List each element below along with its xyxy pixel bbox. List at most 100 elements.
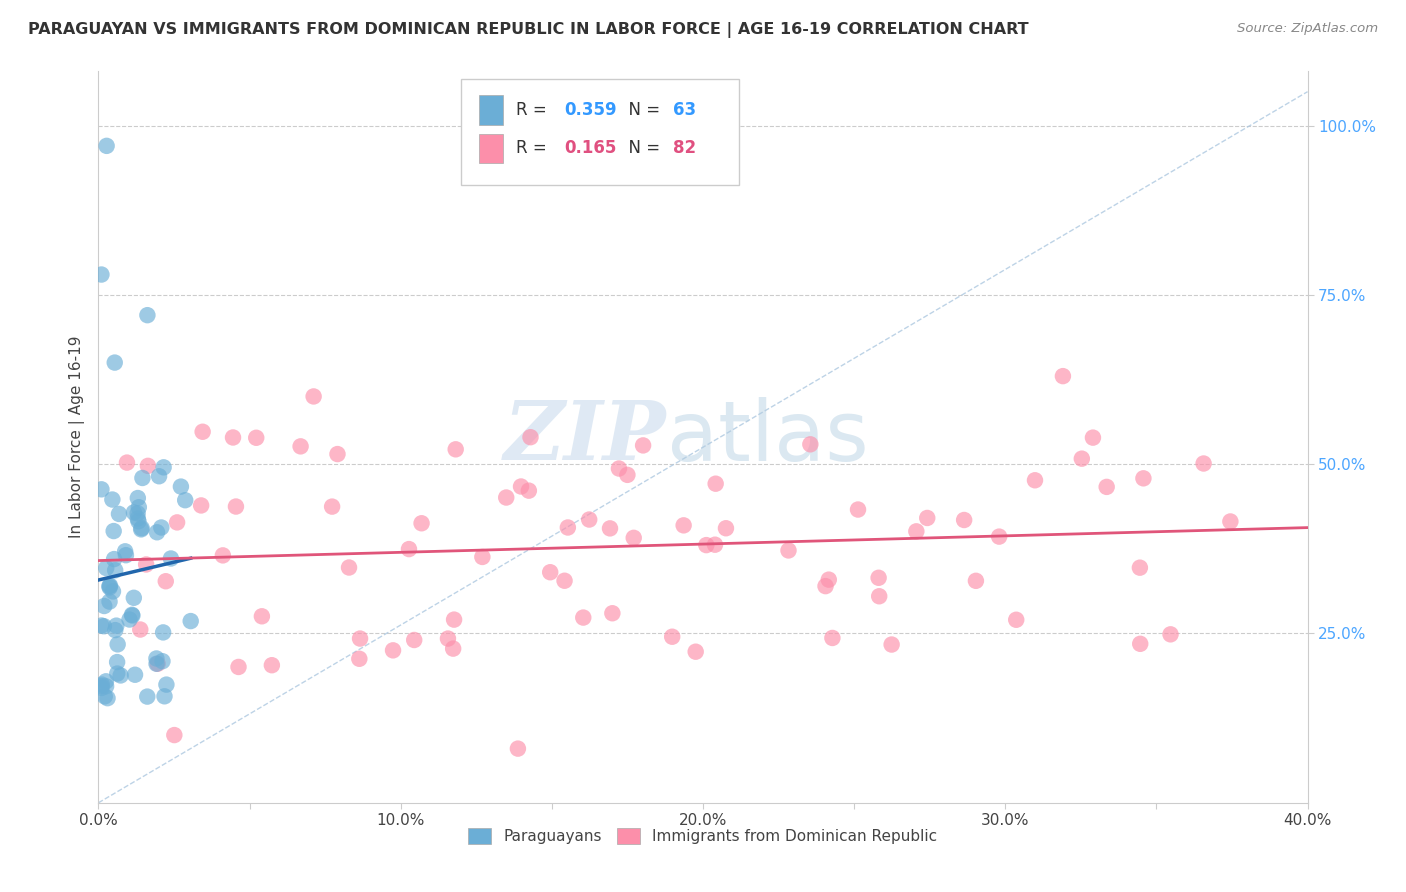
Point xyxy=(127,491,149,505)
Point xyxy=(404,632,426,647)
Point xyxy=(98,581,121,595)
Point xyxy=(411,516,433,531)
Point xyxy=(519,430,541,444)
Text: N =: N = xyxy=(619,139,665,157)
Point xyxy=(152,460,174,475)
Point xyxy=(103,524,125,538)
Point xyxy=(103,552,125,566)
Text: 82: 82 xyxy=(672,139,696,157)
Point xyxy=(517,483,540,498)
Point xyxy=(94,674,117,689)
Point xyxy=(290,439,312,453)
Point xyxy=(704,476,727,491)
Point xyxy=(128,500,150,515)
Point xyxy=(136,458,159,473)
Point xyxy=(122,591,145,605)
Point xyxy=(122,505,145,519)
Point xyxy=(443,613,465,627)
Point xyxy=(814,579,837,593)
Point xyxy=(245,431,267,445)
Point xyxy=(868,571,890,585)
Point xyxy=(260,658,283,673)
Text: Source: ZipAtlas.com: Source: ZipAtlas.com xyxy=(1237,22,1378,36)
Point xyxy=(90,679,112,693)
Point xyxy=(631,438,654,452)
Point xyxy=(121,608,143,623)
Point xyxy=(129,522,152,536)
Point xyxy=(868,589,890,603)
Point xyxy=(337,560,360,574)
Point xyxy=(145,657,167,671)
Point xyxy=(1132,471,1154,485)
Point xyxy=(96,139,118,153)
Point xyxy=(321,500,343,514)
Point xyxy=(110,668,132,682)
Point xyxy=(90,681,112,695)
Point xyxy=(93,619,115,633)
Point xyxy=(471,549,494,564)
Point xyxy=(506,741,529,756)
Point xyxy=(104,355,127,369)
Point xyxy=(190,499,212,513)
Point xyxy=(107,637,129,651)
Point xyxy=(131,471,153,485)
Point xyxy=(1160,627,1182,641)
Point xyxy=(225,500,247,514)
Point xyxy=(623,531,645,545)
Point xyxy=(90,618,112,632)
Point xyxy=(145,651,167,665)
Text: R =: R = xyxy=(516,101,551,120)
Point xyxy=(1052,369,1074,384)
Point xyxy=(152,654,174,668)
Text: atlas: atlas xyxy=(666,397,869,477)
Point xyxy=(222,430,245,444)
Point xyxy=(160,551,183,566)
Point xyxy=(90,268,112,282)
Point xyxy=(1192,457,1215,471)
Point xyxy=(108,507,131,521)
Point xyxy=(953,513,976,527)
Point xyxy=(578,512,600,526)
Point xyxy=(163,728,186,742)
Point xyxy=(905,524,928,539)
Point xyxy=(211,549,233,563)
Point xyxy=(714,521,737,535)
Point xyxy=(1081,431,1104,445)
Point xyxy=(441,641,464,656)
Point xyxy=(129,623,152,637)
Point xyxy=(1005,613,1028,627)
Point xyxy=(880,638,903,652)
Point xyxy=(93,599,115,613)
Text: R =: R = xyxy=(516,139,551,157)
Point xyxy=(90,677,112,691)
Point xyxy=(799,437,821,451)
Point xyxy=(572,610,595,624)
Point xyxy=(695,538,717,552)
Point xyxy=(105,655,128,669)
Point xyxy=(191,425,214,439)
Point xyxy=(101,492,124,507)
Point xyxy=(94,690,117,704)
Point xyxy=(988,530,1011,544)
Point xyxy=(152,625,174,640)
Point xyxy=(1070,451,1092,466)
Point xyxy=(174,493,197,508)
Point xyxy=(915,511,938,525)
Point xyxy=(510,479,533,493)
Point xyxy=(155,574,177,589)
Point xyxy=(146,525,169,540)
Point xyxy=(817,573,839,587)
Point xyxy=(127,506,149,520)
Point xyxy=(557,520,579,534)
Point xyxy=(437,632,460,646)
Point xyxy=(96,691,118,706)
Text: 0.165: 0.165 xyxy=(564,139,616,157)
Point xyxy=(661,630,683,644)
Point xyxy=(1219,515,1241,529)
Point xyxy=(599,521,621,535)
Point xyxy=(965,574,987,588)
Point xyxy=(250,609,273,624)
Point xyxy=(1024,473,1046,487)
Point xyxy=(704,538,727,552)
Point xyxy=(118,613,141,627)
